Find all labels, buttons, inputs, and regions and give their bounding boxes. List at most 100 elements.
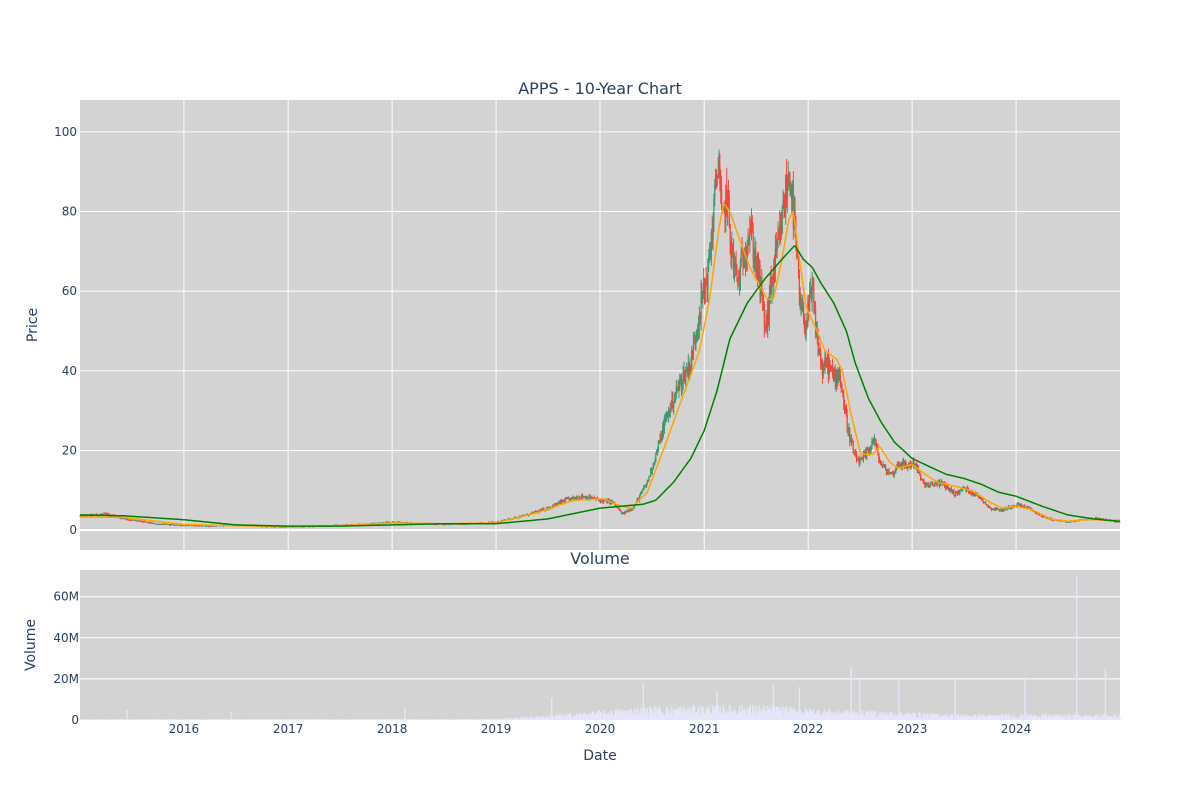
date-x-tick-label: 2018 [377,722,408,736]
candle [492,521,494,523]
candle [731,231,733,271]
candle [645,483,648,489]
candle [842,390,844,398]
candle [640,491,642,495]
price-grid [80,100,1120,550]
candle [871,437,873,450]
candle [124,518,126,520]
candle [563,499,566,503]
candle [954,495,956,498]
candle [572,495,574,500]
volume-chart-title: Volume [570,549,630,568]
candle [105,512,108,515]
candle [948,486,950,492]
candle [932,484,935,487]
candle [656,449,658,455]
candle [803,313,806,335]
candle [773,258,775,298]
candle [139,520,141,522]
candle [897,461,900,468]
volume-plot-background [80,570,1120,720]
candle [656,447,659,456]
candle [561,499,563,504]
candle [878,452,880,464]
volume-axis-title: Volume [23,619,39,671]
candle [105,512,107,515]
candle [832,358,834,379]
candle [768,285,771,331]
candle [779,210,781,247]
candle [129,519,132,522]
candle [859,455,861,466]
candle [649,475,651,477]
candle [883,464,885,467]
candle [644,484,647,488]
candle [951,488,953,495]
candle [973,493,976,497]
candle [175,524,177,526]
candle [663,415,665,434]
candle [844,399,846,415]
candle [135,520,137,522]
candle [1042,516,1044,519]
candle [799,286,801,310]
candle [880,460,882,466]
candle [158,523,161,525]
candle [657,440,659,453]
candle [719,153,721,192]
candle [562,499,565,502]
candle [955,490,957,497]
candle [838,366,841,381]
candle [867,446,869,451]
candle [1001,508,1003,512]
candle [790,180,792,198]
candle [145,521,147,523]
candle [891,471,893,475]
candle [801,298,803,314]
candle [142,521,144,523]
candle [639,491,642,497]
candle [921,478,923,482]
candle [720,175,723,211]
candle [694,334,696,350]
candle [153,522,155,525]
candle [973,492,975,497]
volume-y-tick-label: 0 [71,713,79,727]
candle [136,520,138,522]
candle [844,405,847,414]
candle [835,368,837,393]
candle [574,497,576,500]
candle [852,439,854,454]
candle [696,329,698,344]
candle [134,520,136,521]
candle [676,386,678,393]
candle [701,282,703,304]
candle [599,499,601,504]
candle [157,523,160,526]
candle [732,243,734,259]
candle [162,523,164,525]
price-candles [79,149,1121,528]
candle [738,269,740,287]
candle [152,522,154,524]
candle [174,524,176,526]
candle [924,481,926,489]
candle [732,238,735,279]
candle [846,409,848,434]
candle [829,360,831,373]
candle [144,520,146,523]
candle [939,481,941,487]
candle [703,267,705,300]
candle [754,237,756,272]
candle [712,212,714,251]
candle [841,383,843,393]
candle [856,458,859,461]
candle [996,507,999,510]
candle [571,497,573,500]
candle [123,518,126,520]
candle [711,216,713,249]
candle [993,507,995,511]
candle [205,525,208,528]
candle [884,464,886,469]
candle [664,413,666,426]
